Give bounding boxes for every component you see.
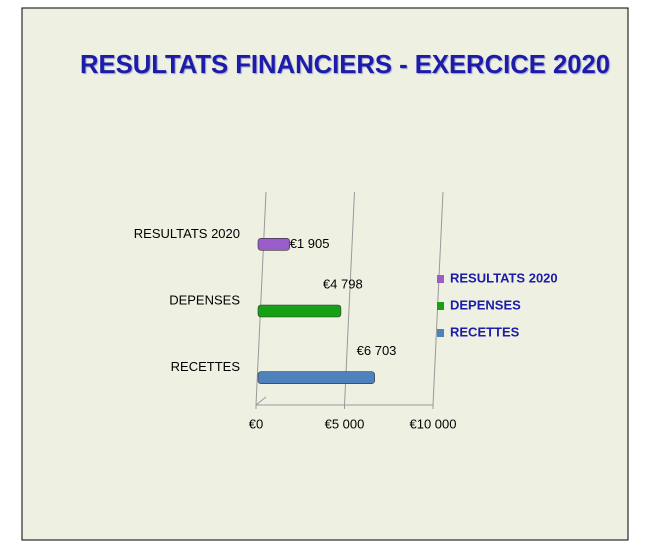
legend-swatch (437, 275, 444, 283)
bar (257, 371, 375, 384)
grid-line (255, 191, 267, 406)
value-label: €1 905 (290, 236, 330, 251)
chart-title: RESULTATS FINANCIERS - EXERCICE 2020 (80, 49, 610, 79)
legend-swatch (437, 329, 444, 337)
x-tick-label: €5 000 (325, 416, 365, 431)
grid-line (432, 191, 444, 406)
legend-label: RESULTATS 2020 (450, 270, 558, 285)
value-label: €6 703 (357, 343, 397, 358)
legend-label: DEPENSES (450, 297, 521, 312)
bar (257, 238, 291, 251)
x-tick-label: €10 000 (410, 416, 457, 431)
legend-swatch (437, 302, 444, 310)
value-label: €4 798 (323, 276, 363, 291)
y-tick-label: DEPENSES (169, 292, 240, 307)
y-tick-label: RECETTES (171, 359, 241, 374)
y-tick-label: RESULTATS 2020 (134, 226, 240, 241)
axis-line (255, 396, 267, 406)
chart-frame (21, 7, 629, 541)
legend-label: RECETTES (450, 324, 520, 339)
x-tick-label: €0 (249, 416, 263, 431)
grid-line (344, 191, 355, 406)
bar (257, 304, 342, 318)
